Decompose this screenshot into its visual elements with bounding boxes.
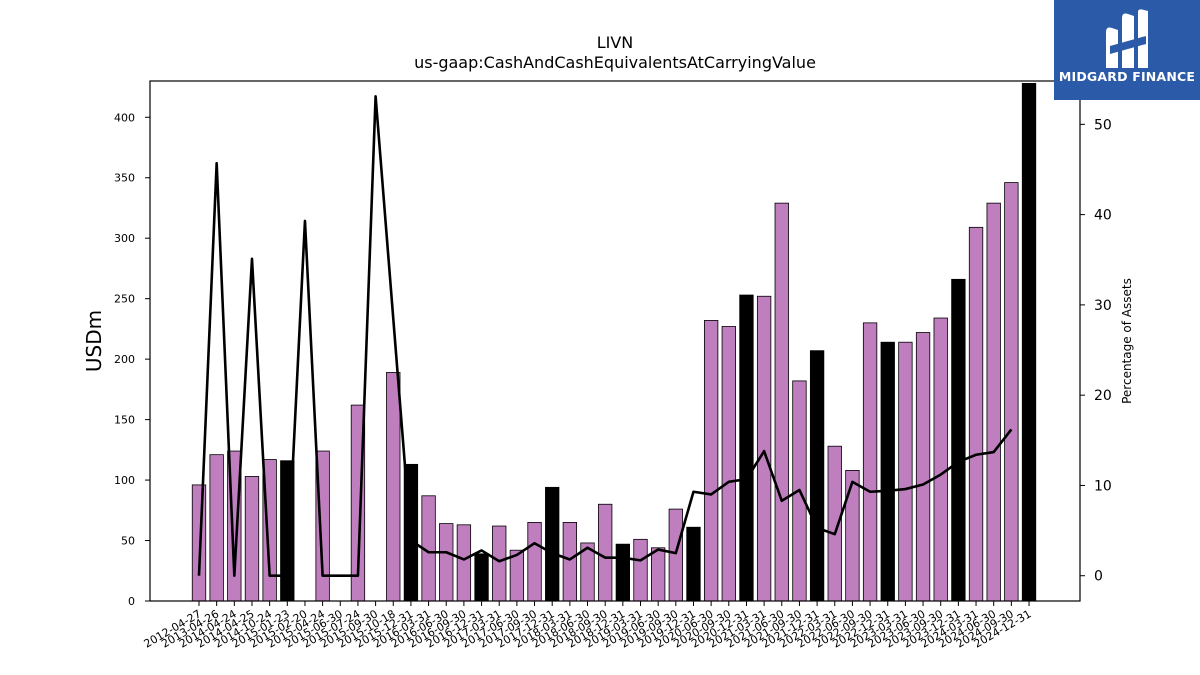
bar-annual xyxy=(880,341,895,602)
y-tick-label: 100 xyxy=(114,474,135,487)
bar-quarterly xyxy=(1004,182,1019,602)
bar-annual xyxy=(545,486,560,602)
y2-tick-label: 50 xyxy=(1094,117,1112,133)
plot-frame xyxy=(149,80,1081,602)
bar-quarterly xyxy=(774,202,789,602)
x-axis: 2012-04-272013-04-262014-04-242014-04-25… xyxy=(142,601,1034,651)
y-tick-label: 150 xyxy=(114,414,135,427)
y-tick-label: 350 xyxy=(114,172,135,185)
bar-quarterly xyxy=(439,523,454,602)
y2-tick-label: 0 xyxy=(1094,569,1103,585)
y-tick-label: 0 xyxy=(128,595,135,608)
y2-tick-label: 40 xyxy=(1094,208,1112,224)
bar-annual xyxy=(739,294,754,602)
y-axis-label: USDm xyxy=(82,310,106,372)
bar-quarterly xyxy=(968,226,984,602)
y-tick-label: 400 xyxy=(114,111,135,124)
y2-tick-label: 10 xyxy=(1094,478,1112,494)
bar-annual xyxy=(686,526,701,602)
y-axis-right: 0 10 20 30 40 50 xyxy=(1080,117,1112,585)
bar-quarterly xyxy=(756,295,772,602)
bar-quarterly xyxy=(986,202,1001,602)
y-tick-label: 50 xyxy=(121,535,135,548)
bar-quarterly xyxy=(456,524,472,602)
y-tick-label: 250 xyxy=(114,293,135,306)
percentage-line xyxy=(197,95,1013,578)
bar-quarterly xyxy=(598,503,613,602)
bar-annual xyxy=(615,543,630,602)
percentage-line-path xyxy=(197,95,1013,578)
bar-quarterly xyxy=(527,521,542,602)
bar-quarterly xyxy=(492,525,507,602)
bar-quarterly xyxy=(668,508,683,602)
y-axis-left: 0 50 100 150 200 250 300 350 400 xyxy=(114,111,150,608)
bar-quarterly xyxy=(721,326,736,602)
bar-quarterly xyxy=(209,454,224,602)
bar-quarterly xyxy=(898,341,913,602)
bar-quarterly xyxy=(191,484,207,602)
bar-quarterly xyxy=(703,320,719,602)
y2-tick-label: 20 xyxy=(1094,388,1112,404)
bar-annual xyxy=(474,553,489,602)
bar-quarterly xyxy=(633,538,648,602)
bar-quarterly xyxy=(862,322,878,602)
y-tick-label: 200 xyxy=(114,353,135,366)
midgard-logo-icon xyxy=(1106,9,1148,69)
brand-name: MIDGARD FINANCE xyxy=(1058,69,1196,84)
bar-quarterly xyxy=(933,317,948,602)
bar-quarterly xyxy=(386,372,401,602)
bar-quarterly xyxy=(845,469,860,602)
bar-quarterly xyxy=(562,521,578,602)
chart-subtitle: us-gaap:CashAndCashEquivalentsAtCarrying… xyxy=(414,53,816,72)
chart-title: LIVN xyxy=(597,33,634,52)
y-tick-label: 300 xyxy=(114,232,135,245)
y2-axis-label: Percentage of Assets xyxy=(1120,278,1134,404)
bar-annual xyxy=(951,278,966,602)
y2-tick-label: 30 xyxy=(1094,298,1112,314)
bar-quarterly xyxy=(244,476,260,602)
bar-quarterly xyxy=(651,547,666,602)
bar-quarterly xyxy=(915,332,931,602)
brand-logo: MIDGARD FINANCE xyxy=(1054,0,1200,100)
bar-annual xyxy=(1021,83,1037,602)
bar-annual xyxy=(809,350,825,602)
